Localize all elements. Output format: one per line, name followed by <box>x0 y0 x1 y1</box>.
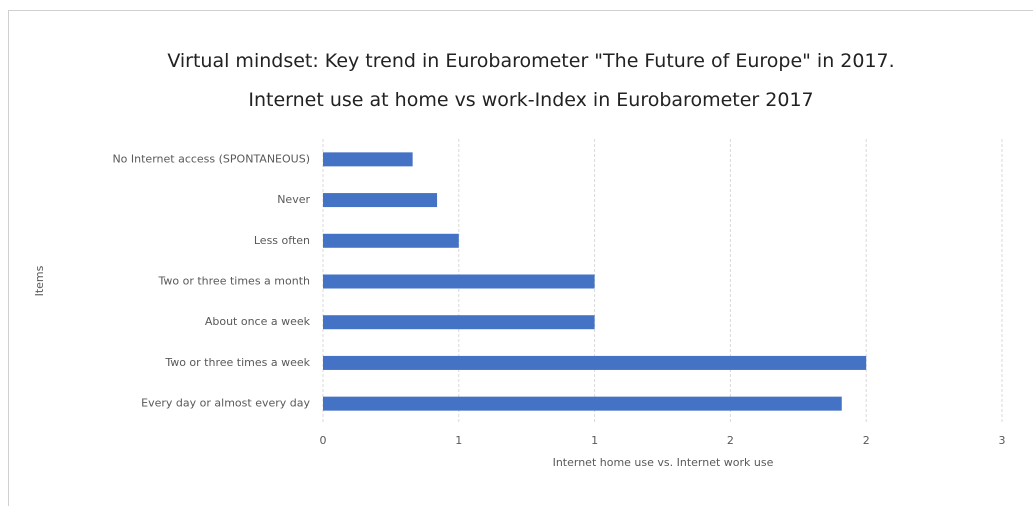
y-axis-label: Items <box>33 265 46 296</box>
frame <box>8 10 1033 506</box>
bar <box>323 193 438 208</box>
y-tick-label: Every day or almost every day <box>141 397 310 410</box>
x-tick-label: 2 <box>863 434 870 447</box>
y-tick-label: Less often <box>254 234 310 247</box>
bar <box>323 315 595 330</box>
y-tick-label: About once a week <box>205 315 311 328</box>
y-tick-label: Two or three times a week <box>164 356 310 369</box>
bar <box>323 396 842 411</box>
x-tick-label: 1 <box>591 434 598 447</box>
x-axis-label: Internet home use vs. Internet work use <box>553 456 774 469</box>
x-tick-label: 3 <box>999 434 1006 447</box>
bar <box>323 274 595 289</box>
y-tick-label: Never <box>277 193 310 206</box>
x-tick-label: 1 <box>455 434 462 447</box>
bar <box>323 152 413 167</box>
y-tick-label: Two or three times a month <box>158 275 311 288</box>
y-tick-label: No Internet access (SPONTANEOUS) <box>112 152 310 165</box>
chart-title: Virtual mindset: Key trend in Eurobarome… <box>167 50 895 111</box>
bar <box>323 355 867 370</box>
bar <box>323 233 459 248</box>
x-tick-label: 0 <box>320 434 327 447</box>
x-tick-label: 2 <box>727 434 734 447</box>
